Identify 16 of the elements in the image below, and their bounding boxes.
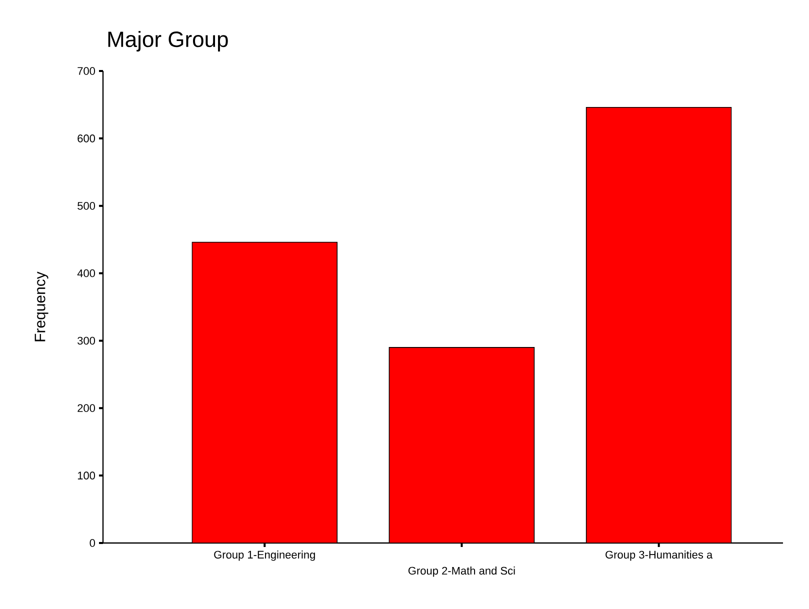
bar — [192, 242, 338, 543]
y-tick-label: 700 — [78, 67, 96, 75]
y-tick-label: 600 — [78, 134, 96, 142]
y-axis-title: Frequency — [34, 272, 48, 342]
y-tick-label: 400 — [77, 269, 96, 278]
y-tick-label: 300 — [78, 336, 96, 345]
x-tick-label: Group 3-Humanities a — [606, 550, 713, 561]
x-tick-label: Group 1-Engineering — [214, 550, 315, 561]
chart-title: Major Group — [108, 30, 228, 52]
y-tick-label: 200 — [78, 404, 96, 412]
bar — [388, 347, 535, 543]
y-tick-label: 100 — [78, 472, 96, 480]
y-tick-label: 500 — [78, 202, 96, 210]
x-tick-label: Group 2-Math and Sci — [408, 566, 515, 577]
bar — [586, 107, 732, 543]
y-tick-label: 0 — [90, 539, 96, 547]
